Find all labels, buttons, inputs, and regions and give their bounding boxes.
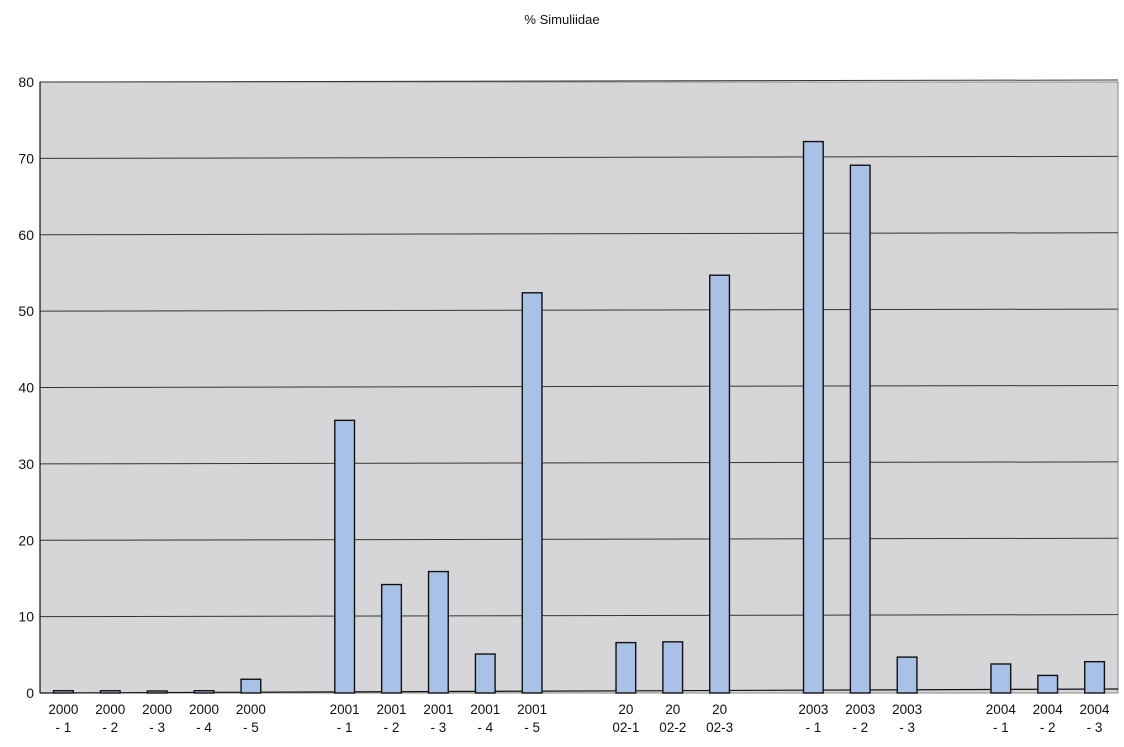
- y-tick-label: 10: [18, 609, 34, 625]
- bar: [146, 690, 168, 694]
- x-tick-label-line: 2003: [845, 702, 875, 717]
- x-tick-label: 2004 - 3: [1080, 702, 1111, 735]
- bar: [1037, 674, 1059, 694]
- gridline: [39, 79, 1119, 83]
- x-tick-label-line: - 2: [852, 720, 868, 735]
- x-tick-label-line: 02-2: [659, 720, 686, 735]
- bar: [615, 641, 637, 694]
- x-tick-label: 2003 - 2: [845, 702, 875, 735]
- bar: [240, 678, 262, 694]
- x-tick-label-line: - 2: [384, 720, 400, 735]
- gridline: [39, 461, 1119, 465]
- bar: [99, 690, 121, 694]
- x-tick-label-line: 2003: [798, 702, 828, 717]
- x-axis: [39, 688, 1119, 694]
- x-tick-label-line: 2001: [517, 702, 547, 717]
- x-tick-label-line: - 2: [102, 720, 118, 735]
- x-tick-label: 2001 - 1: [330, 702, 360, 735]
- bar: [849, 164, 871, 694]
- x-tick-label-line: 2000: [142, 702, 172, 717]
- gridline: [39, 385, 1119, 388]
- x-tick-label: 20 02-1: [612, 702, 639, 735]
- x-tick-label-line: - 1: [805, 720, 821, 735]
- x-tick-label: 2000 - 4: [189, 702, 219, 735]
- x-tick-label-line: 20: [665, 702, 680, 717]
- x-tick-label-line: - 1: [56, 720, 72, 735]
- x-tick-label-line: - 3: [431, 720, 447, 735]
- x-tick-label-line: - 5: [524, 720, 540, 735]
- x-tick-label-line: 2001: [376, 702, 406, 717]
- gridline: [39, 308, 1119, 312]
- bar: [380, 583, 403, 694]
- gridline: [39, 155, 1119, 159]
- gridline: [39, 232, 1119, 236]
- bar: [802, 140, 824, 694]
- x-tick-label-line: 20: [618, 702, 633, 717]
- x-tick-label: 2004 - 2: [1033, 702, 1064, 735]
- x-tick-label: 2000 - 3: [142, 702, 172, 735]
- y-tick-label: 0: [26, 685, 34, 701]
- x-tick-label-line: 2000: [48, 702, 78, 717]
- x-tick-label: 2003 - 1: [798, 702, 828, 735]
- x-tick-label-line: 02-1: [612, 720, 639, 735]
- bar: [521, 292, 543, 694]
- x-tick-label-line: - 3: [149, 720, 165, 735]
- x-tick-label: 2000 - 5: [236, 702, 266, 735]
- x-tick-label: 2001 - 5: [517, 702, 547, 735]
- bar: [52, 690, 74, 694]
- x-tick-label-line: 02-3: [706, 720, 733, 735]
- x-tick-label-line: 2004: [986, 702, 1017, 717]
- bar: [990, 663, 1012, 694]
- x-tick-label: 20 02-2: [659, 702, 686, 735]
- bar: [709, 274, 731, 694]
- x-tick-label-line: - 2: [1040, 720, 1056, 735]
- bar: [1084, 660, 1106, 694]
- bar: [334, 419, 356, 694]
- chart-title: % Simuliidae: [524, 12, 599, 27]
- x-tick-label-line: 2004: [1033, 702, 1064, 717]
- bar: [896, 656, 918, 694]
- x-tick-label: 2001 - 4: [470, 702, 500, 735]
- x-tick-label-line: 20: [712, 702, 727, 717]
- x-tick-label: 2003 - 3: [892, 702, 922, 735]
- y-tick-label: 70: [18, 150, 34, 166]
- bar: [474, 653, 496, 694]
- x-tick-label: 2000 - 1: [48, 702, 78, 735]
- x-tick-label: 2001 - 3: [423, 702, 453, 735]
- x-tick-label-line: 2001: [423, 702, 453, 717]
- gridline: [39, 537, 1119, 541]
- x-tick-label-line: - 5: [243, 720, 259, 735]
- x-tick-label-line: - 4: [196, 720, 212, 735]
- x-tick-label-line: 2001: [330, 702, 360, 717]
- y-tick-label: 50: [18, 303, 34, 319]
- x-tick-label: 20 02-3: [706, 702, 733, 735]
- x-tick-label-line: - 1: [993, 720, 1009, 735]
- bar: [427, 570, 449, 694]
- y-tick-label: 40: [18, 380, 34, 396]
- x-tick-label-line: 2003: [892, 702, 922, 717]
- x-tick-label-line: 2000: [236, 702, 266, 717]
- x-tick-label-line: - 3: [899, 720, 915, 735]
- y-tick-label: 60: [18, 227, 34, 243]
- x-tick-label-line: 2000: [189, 702, 219, 717]
- x-tick-label: 2001 - 2: [376, 702, 406, 735]
- x-tick-label-line: - 4: [477, 720, 493, 735]
- x-tick-label-line: - 3: [1087, 720, 1103, 735]
- x-tick-label-line: 2001: [470, 702, 500, 717]
- x-tick-label: 2000 - 2: [95, 702, 125, 735]
- y-tick-label: 20: [18, 532, 34, 548]
- y-tick-label: 80: [18, 74, 34, 90]
- x-tick-label-line: - 1: [337, 720, 353, 735]
- bar: [193, 690, 215, 694]
- x-tick-label-line: 2004: [1080, 702, 1111, 717]
- x-tick-label: 2004 - 1: [986, 702, 1017, 735]
- gridline: [39, 614, 1119, 618]
- x-tick-label-line: 2000: [95, 702, 125, 717]
- y-tick-label: 30: [18, 456, 34, 472]
- bar: [662, 641, 684, 694]
